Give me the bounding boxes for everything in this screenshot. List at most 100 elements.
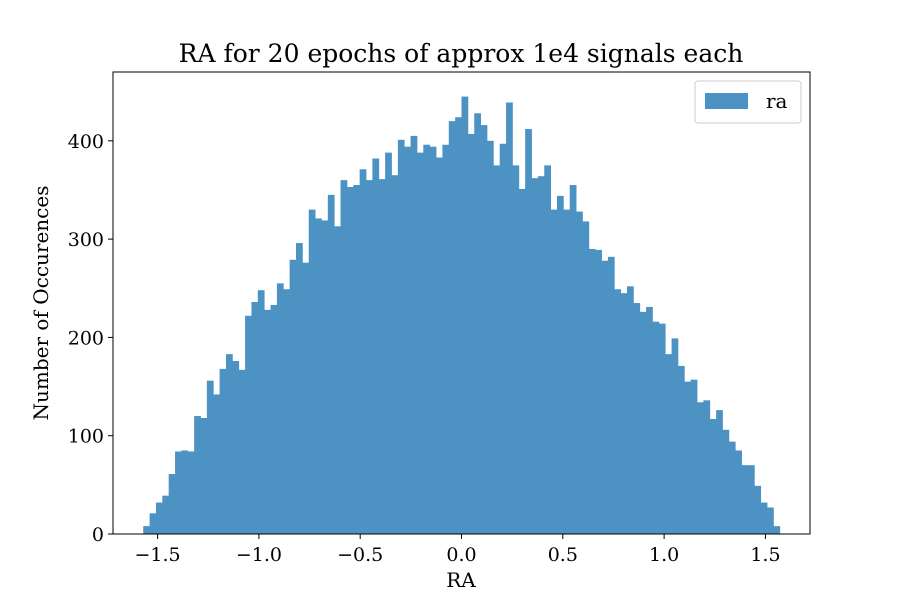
histogram-bar <box>187 451 195 534</box>
histogram-bar <box>245 315 252 534</box>
histogram-bar <box>442 144 450 535</box>
histogram-bar <box>588 248 596 535</box>
histogram-bar <box>194 416 201 534</box>
y-axis-ticks: 0 100 200 300 400 <box>68 131 113 546</box>
histogram-bar <box>276 283 284 534</box>
histogram-bar <box>544 165 552 534</box>
histogram-bar <box>455 117 462 535</box>
histogram-bar <box>346 187 354 534</box>
histogram-bar <box>251 302 259 534</box>
histogram-bar <box>493 165 501 534</box>
histogram-bar <box>582 221 590 534</box>
histogram-bar <box>149 513 157 534</box>
histogram-bar <box>340 180 348 534</box>
histogram-bar <box>200 418 208 534</box>
y-tick-label: 400 <box>68 131 104 153</box>
histogram-bar <box>283 289 291 534</box>
histogram-bar <box>760 502 768 534</box>
histogram-bar <box>391 175 399 534</box>
histogram-bar <box>168 474 176 534</box>
histogram-bar <box>206 380 214 534</box>
histogram-bar <box>289 259 297 534</box>
histogram-bar <box>665 354 672 534</box>
histogram-bar <box>308 209 316 535</box>
x-tick-label: −0.5 <box>337 544 383 566</box>
histogram-bar <box>506 102 513 534</box>
y-tick-label: 200 <box>68 327 104 349</box>
bars-group <box>143 96 781 535</box>
histogram-bar <box>627 286 634 534</box>
histogram-bar <box>181 450 189 534</box>
histogram-bar <box>436 157 443 534</box>
histogram-bar <box>366 180 373 534</box>
histogram-bar <box>155 502 163 534</box>
histogram-bar <box>512 165 520 534</box>
histogram-bar <box>614 289 622 534</box>
histogram-bar <box>410 135 418 534</box>
histogram-bar <box>213 394 221 534</box>
histogram-bar <box>480 125 488 535</box>
histogram-bar <box>461 96 469 535</box>
histogram-bar <box>423 144 431 535</box>
histogram-bar <box>385 152 392 534</box>
histogram-bar <box>467 133 475 534</box>
histogram-bar <box>175 451 182 534</box>
histogram-bar <box>646 306 653 534</box>
y-tick-label: 100 <box>68 426 104 448</box>
histogram-bar <box>690 379 698 534</box>
histogram-bar <box>219 368 227 534</box>
histogram-bar <box>620 293 628 534</box>
histogram-bar <box>353 185 361 535</box>
histogram-bar <box>143 526 150 534</box>
histogram-bar <box>722 429 730 534</box>
histogram-bar <box>767 507 774 534</box>
histogram-bar <box>747 465 755 534</box>
histogram-bar <box>569 185 577 535</box>
histogram-bar <box>754 485 762 534</box>
y-tick-label: 0 <box>92 524 104 546</box>
x-tick-label: 1.5 <box>750 544 780 566</box>
histogram-bar <box>321 220 329 534</box>
histogram-bar <box>633 303 641 534</box>
x-tick-label: 0.5 <box>548 544 578 566</box>
histogram-bar <box>397 139 405 534</box>
x-tick-label: 1.0 <box>649 544 679 566</box>
histogram-bar <box>162 495 170 534</box>
histogram-bar <box>563 209 571 535</box>
histogram-bar <box>537 176 545 534</box>
histogram-bar <box>601 260 609 534</box>
histogram-bar <box>448 121 456 535</box>
y-tick-label: 300 <box>68 229 104 251</box>
histogram-bar <box>607 256 615 534</box>
x-axis-ticks: −1.5 −1.0 −0.5 0.0 0.5 1.0 1.5 <box>135 534 781 566</box>
histogram-bar <box>684 381 692 534</box>
histogram-bar <box>334 226 341 535</box>
histogram-bar <box>232 360 240 534</box>
histogram-bar <box>550 209 558 535</box>
histogram-bar <box>270 304 278 534</box>
histogram-bar <box>525 129 532 535</box>
histogram-bar <box>372 158 380 534</box>
histogram-bar <box>709 418 717 534</box>
histogram-bar <box>315 218 322 534</box>
histogram-bar <box>595 249 602 535</box>
x-axis-label: RA <box>446 568 476 592</box>
histogram-bar <box>703 400 711 534</box>
histogram-bar <box>576 211 583 534</box>
x-tick-label: −1.0 <box>236 544 282 566</box>
histogram-bar <box>404 146 411 534</box>
histogram-bar <box>416 152 424 534</box>
histogram-bar <box>556 195 564 534</box>
histogram-bar <box>697 402 704 534</box>
histogram-bar <box>652 321 660 534</box>
histogram-bar <box>327 194 335 534</box>
histogram-bar <box>677 365 685 534</box>
histogram-bar <box>238 369 246 534</box>
histogram-bar <box>741 465 749 534</box>
legend: ra <box>694 80 802 124</box>
histogram-bar <box>264 309 271 534</box>
histogram-bar <box>518 188 526 534</box>
histogram-bar <box>658 323 666 534</box>
histogram-bar <box>486 140 494 534</box>
